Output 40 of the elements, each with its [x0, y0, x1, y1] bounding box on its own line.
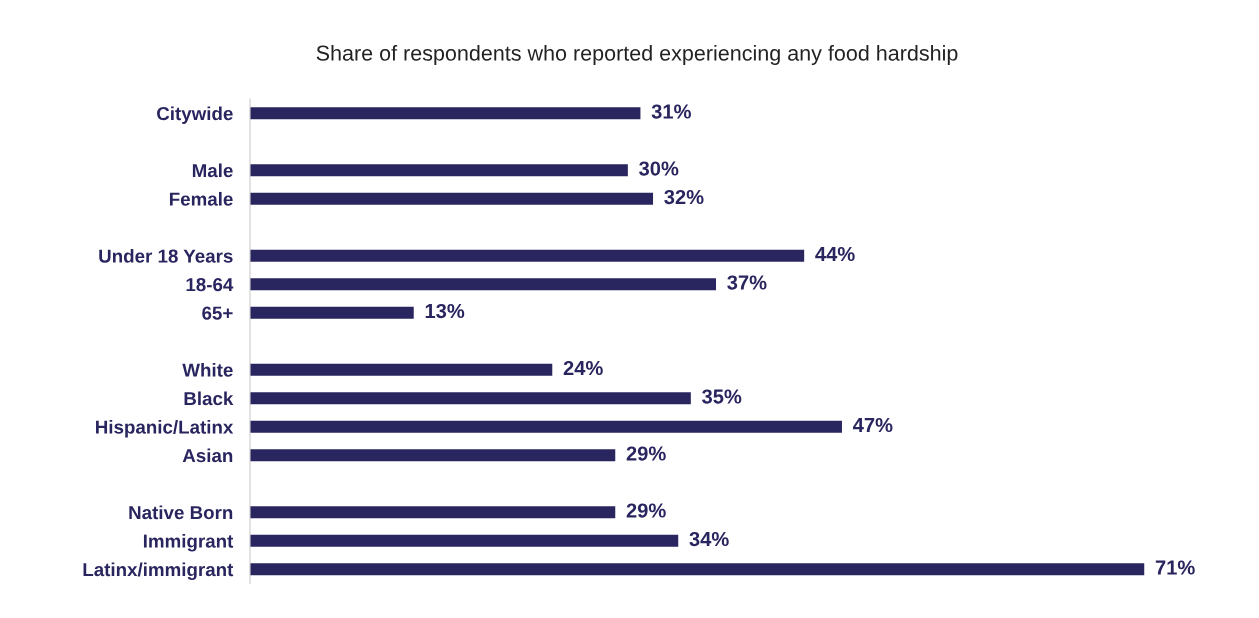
data-label: 34%: [689, 531, 729, 547]
bar: [250, 534, 679, 547]
chart-title: Share of respondents who reported experiencing any food hardship: [316, 44, 958, 66]
bar: [250, 249, 805, 262]
data-label: 44%: [815, 246, 855, 262]
y-tick-label: Latinx/immigrant: [83, 562, 234, 581]
bar: [250, 278, 717, 291]
data-label: 31%: [651, 104, 691, 119]
data-label: 13%: [425, 303, 465, 319]
bar: [250, 164, 628, 177]
y-tick-label: Female: [169, 191, 233, 206]
y-tick-label: Black: [184, 391, 234, 406]
y-tick-label: Male: [192, 163, 233, 178]
y-tick-label: 18-64: [186, 277, 234, 292]
y-tick-label: Native Born: [129, 505, 233, 520]
bar: [250, 506, 616, 519]
y-tick-label: White: [182, 362, 233, 377]
data-label: 71%: [1155, 560, 1195, 575]
data-label: 35%: [702, 389, 742, 404]
bar: [250, 107, 641, 120]
data-label: 32%: [664, 189, 704, 205]
data-label: 37%: [727, 275, 767, 290]
data-label: 47%: [853, 417, 893, 433]
y-tick-label: Under 18 Years: [99, 248, 233, 263]
data-label: 29%: [626, 503, 666, 518]
bar: [250, 563, 1145, 576]
bar: [250, 363, 553, 376]
data-label: 30%: [639, 161, 679, 176]
bar: [250, 392, 691, 405]
y-tick-label: Hispanic/Latinx: [96, 419, 234, 438]
bar: [250, 306, 414, 319]
y-tick-label: Asian: [182, 448, 233, 463]
y-tick-label: 65+: [202, 306, 233, 320]
bar: [250, 420, 842, 433]
y-tick-label: Citywide: [157, 106, 233, 124]
bar: [250, 449, 616, 462]
y-tick-label: Immigrant: [143, 533, 234, 552]
bar: [250, 192, 654, 205]
data-label: 29%: [626, 446, 666, 461]
data-label: 24%: [563, 360, 603, 376]
